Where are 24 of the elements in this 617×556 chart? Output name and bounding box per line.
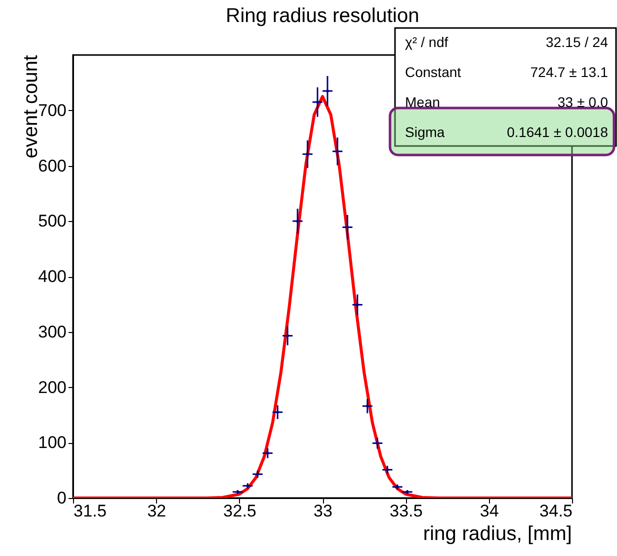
chart-title: Ring radius resolution — [226, 5, 420, 27]
text: χ² / ndf — [405, 34, 448, 50]
y-tick-label: 200 — [38, 378, 66, 397]
annotation: Sigma — [405, 124, 445, 140]
x-tick-label: 32 — [147, 502, 166, 520]
y-tick-label: 500 — [38, 212, 66, 231]
x-tick-label: 34 — [480, 502, 499, 520]
x-tick-label: 34.5 — [539, 502, 572, 520]
y-tick-label: 400 — [38, 267, 66, 286]
y-tick-label: 600 — [38, 156, 66, 176]
annotation: 724.7 ± 13.1 — [530, 64, 608, 80]
annotation: Constant — [405, 64, 462, 80]
x-tick-label: 33 — [314, 502, 332, 520]
x-tick-label: 32.5 — [223, 502, 256, 520]
x-tick-label: 33.5 — [390, 502, 423, 520]
annotation: 33 ± 0.0 — [558, 94, 608, 110]
y-tick-label: 100 — [38, 433, 66, 452]
x-axis-title: ring radius, [mm] — [423, 523, 572, 545]
x-tick-label: 31.5 — [74, 502, 107, 520]
y-tick-label: 300 — [38, 322, 66, 342]
annotation: Mean — [405, 94, 440, 110]
y-tick-label: 0 — [57, 488, 66, 508]
text: 32.15 / 24 — [546, 34, 608, 50]
annotation: 0.1641 ± 0.0018 — [506, 124, 608, 140]
